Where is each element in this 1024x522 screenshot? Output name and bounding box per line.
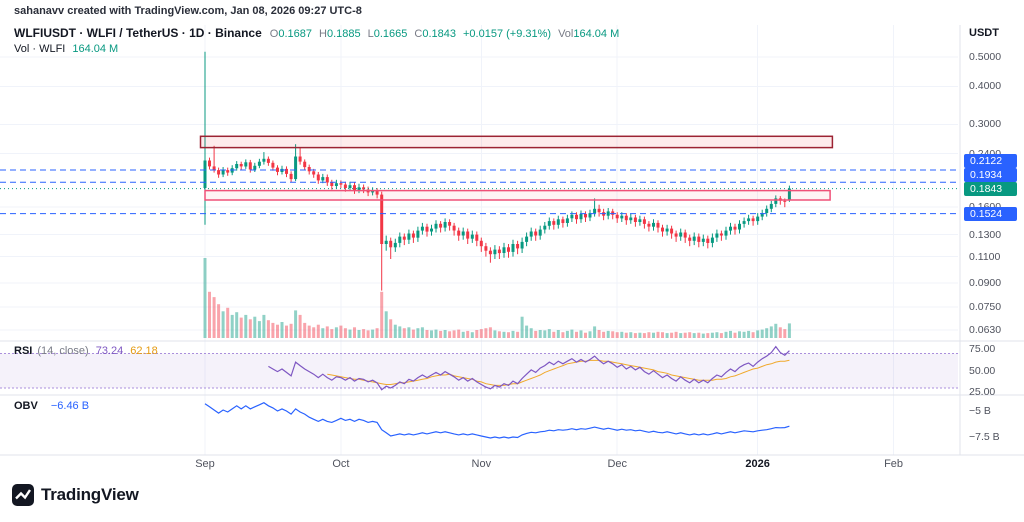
rsi-line bbox=[268, 345, 790, 391]
change-value: +0.0157 (+9.31%) bbox=[463, 28, 552, 40]
time-axis-label: Nov bbox=[471, 458, 492, 470]
open-label: O bbox=[269, 28, 279, 40]
pane-separators bbox=[0, 25, 1024, 456]
price-axis-label: 0.0750 bbox=[969, 301, 1002, 314]
price-level-badge: 0.1524 bbox=[964, 206, 1017, 221]
rsi-axis-label: 25.00 bbox=[969, 386, 996, 399]
price-axis-label: 0.0630 bbox=[969, 324, 1002, 337]
low-value: 0.1665 bbox=[373, 28, 408, 40]
obv-legend: OBV −6.46 B bbox=[14, 400, 89, 412]
open-value: 0.1687 bbox=[278, 28, 312, 40]
price-axis-label: 0.1100 bbox=[969, 250, 1001, 263]
high-label: H bbox=[319, 28, 327, 40]
rsi-ma-value: 62.18 bbox=[130, 345, 158, 357]
rsi-axis-label: 50.00 bbox=[969, 364, 996, 377]
volume-legend: Vol · WLFI 164.04 M bbox=[14, 43, 118, 55]
volume-study-value: 164.04 M bbox=[72, 43, 119, 55]
rsi-value: 73.24 bbox=[95, 345, 124, 357]
time-axis-label: Dec bbox=[607, 458, 627, 470]
grid bbox=[0, 25, 958, 455]
volume-bars bbox=[203, 258, 791, 338]
time-axis-label: Feb bbox=[884, 458, 904, 470]
price-level-badge: 0.1934 bbox=[964, 167, 1017, 182]
price-axis-label: 0.0900 bbox=[969, 277, 1002, 290]
candles bbox=[203, 51, 791, 291]
close-value: 0.1843 bbox=[422, 28, 456, 40]
rsi-params: (14, close) bbox=[37, 345, 89, 357]
time-axis-label: Sep bbox=[195, 458, 215, 470]
obv-line bbox=[204, 402, 790, 439]
obv-value: −6.46 B bbox=[50, 400, 90, 412]
watermark-text: sahanavv created with TradingView.com, J… bbox=[14, 5, 362, 17]
volume-study-title[interactable]: Vol · WLFI bbox=[14, 43, 66, 55]
volume-value: 164.04 M bbox=[573, 28, 620, 40]
obv-title[interactable]: OBV bbox=[14, 400, 38, 412]
rsi-ma-line bbox=[327, 359, 790, 386]
tradingview-logo[interactable]: TradingView bbox=[12, 484, 139, 506]
rsi-pane bbox=[0, 345, 958, 391]
price-axis-label: 0.3000 bbox=[969, 118, 1002, 131]
volume-label: Vol bbox=[558, 28, 574, 40]
tradingview-logo-text: TradingView bbox=[41, 485, 139, 504]
price-scale-currency: USDT bbox=[969, 27, 999, 39]
time-axis-label: Oct bbox=[332, 458, 350, 470]
rsi-legend: RSI (14, close) 73.24 62.18 bbox=[14, 345, 158, 357]
symbol-title[interactable]: WLFIUSDT · WLFI / TetherUS · 1D · Binanc… bbox=[14, 26, 262, 40]
price-axis-label: 0.1300 bbox=[969, 228, 1002, 241]
price-axis-label: 0.5000 bbox=[969, 51, 1002, 63]
price-level-badge: 0.2122 bbox=[964, 153, 1017, 168]
obv-axis-label: −7.5 B bbox=[969, 431, 1000, 443]
rsi-title[interactable]: RSI bbox=[14, 345, 33, 357]
time-scale[interactable]: Sep Oct Nov Dec 2026 Feb bbox=[0, 458, 958, 476]
resistance-zone-upper[interactable] bbox=[199, 135, 834, 149]
main-legend: WLFIUSDT · WLFI / TetherUS · 1D · Binanc… bbox=[14, 26, 619, 40]
high-value: 0.1885 bbox=[326, 28, 361, 40]
current-price-badge: 0.1843 bbox=[964, 181, 1017, 196]
rsi-axis-label: 75.00 bbox=[969, 343, 996, 356]
close-label: C bbox=[414, 28, 423, 40]
footer: TradingView bbox=[12, 484, 139, 506]
price-scale[interactable]: USDT 0.50000.40000.30000.24000.16000.130… bbox=[961, 0, 1024, 522]
resistance-zone-lower[interactable] bbox=[204, 189, 831, 201]
price-axis-label: 0.4000 bbox=[969, 80, 1002, 93]
obv-axis-label: −5 B bbox=[969, 405, 991, 417]
time-axis-label: 2026 bbox=[745, 458, 770, 470]
tradingview-logo-icon bbox=[12, 484, 34, 506]
low-label: L bbox=[367, 28, 374, 40]
